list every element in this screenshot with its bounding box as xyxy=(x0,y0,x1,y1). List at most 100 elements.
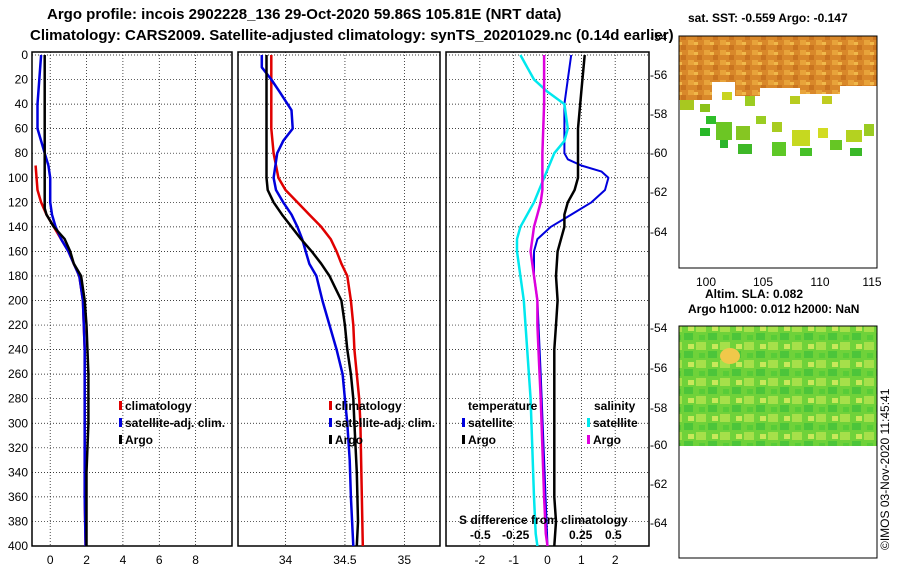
sal-diff-tick-0.25: 0.25 xyxy=(569,528,593,542)
series-sal-satellite-adj-clim xyxy=(260,55,355,546)
ytick-depth-400: 400 xyxy=(8,539,28,553)
difference-caption: S difference from climatology xyxy=(459,513,628,527)
svg-text:-54: -54 xyxy=(650,321,668,335)
svg-text:-56: -56 xyxy=(650,68,668,82)
ytick-depth-360: 360 xyxy=(8,490,28,504)
svg-text:-64: -64 xyxy=(650,225,668,239)
legend3-sal-argo-label: Argo xyxy=(593,433,621,447)
ytick-depth-40: 40 xyxy=(15,97,29,111)
svg-text:100: 100 xyxy=(696,275,716,289)
ytick-depth-80: 80 xyxy=(15,146,29,160)
xtick-sal-35: 35 xyxy=(398,553,412,567)
svg-text:-60: -60 xyxy=(650,438,668,452)
series-sal-climatology xyxy=(270,55,365,546)
series-sal-argo xyxy=(265,55,360,546)
legend3-sal-argo-swatch xyxy=(587,435,590,444)
series-diff-salinity-satellite xyxy=(515,54,570,546)
svg-text:-64: -64 xyxy=(650,516,668,530)
figure-title-line1: Argo profile: incois 2902228_136 29-Oct-… xyxy=(47,6,561,23)
ytick-depth-340: 340 xyxy=(8,465,28,479)
legend-climatology-swatch xyxy=(119,401,122,410)
sal-diff-tick-neg-0.5: -0.5 xyxy=(470,528,491,542)
legend-satellite-swatch xyxy=(119,418,122,427)
imos-credit: ©IMOS 03-Nov-2020 11:45:41 xyxy=(878,388,892,550)
legend3-temp-satellite-swatch xyxy=(462,418,465,427)
sla-map-yticks: -54 -56 -58 -60 -62 -64 xyxy=(650,321,668,530)
sst-map-yticks: -54 -56 -58 -60 -62 -64 xyxy=(650,30,668,239)
svg-text:110: 110 xyxy=(810,275,829,289)
legend3-temp-argo-swatch xyxy=(462,435,465,444)
difference-legend: temperature satellite Argo salinity sate… xyxy=(462,399,638,447)
sal-diff-tick-neg-0.25: -0.25 xyxy=(502,528,530,542)
legend3-temp-satellite-label: satellite xyxy=(468,416,513,430)
ytick-depth-140: 140 xyxy=(8,220,28,234)
legend2-argo-label: Argo xyxy=(335,433,363,447)
xtick-temp-6: 6 xyxy=(156,553,163,567)
ytick-depth-240: 240 xyxy=(8,343,28,357)
svg-text:-58: -58 xyxy=(650,401,668,415)
series-temp-satellite-adj-clim xyxy=(36,54,87,546)
sst-map-title: sat. SST: -0.559 Argo: -0.147 xyxy=(688,11,848,25)
svg-text:-56: -56 xyxy=(650,361,668,375)
xtick-temp-4: 4 xyxy=(120,553,127,567)
ytick-depth-0: 0 xyxy=(21,48,28,62)
xtick-temp-0: 0 xyxy=(47,553,54,567)
xtick-sal-34: 34 xyxy=(279,553,293,567)
legend2-satellite-label: satellite-adj. clim. xyxy=(335,416,435,430)
sst-map-warm-field xyxy=(679,36,877,100)
gridlines xyxy=(32,52,649,547)
legend2-argo-swatch xyxy=(329,435,332,444)
ytick-depth-280: 280 xyxy=(8,392,28,406)
legend-argo-label: Argo xyxy=(125,433,153,447)
legend-satellite-label: satellite-adj. clim. xyxy=(125,416,225,430)
legend-climatology-label: climatology xyxy=(125,399,192,413)
salinity-profile-lines xyxy=(260,55,365,546)
legend3-sal-satellite-label: satellite xyxy=(593,416,638,430)
salinity-panel-frame xyxy=(237,51,441,547)
svg-text:-62: -62 xyxy=(650,185,668,199)
sst-map-xticks: 100 105 110 115 xyxy=(696,275,882,289)
sla-map-frame xyxy=(678,325,878,559)
svg-text:-62: -62 xyxy=(650,477,668,491)
figure-title-line2: Climatology: CARS2009. Satellite-adjuste… xyxy=(30,27,674,44)
ytick-depth-120: 120 xyxy=(8,195,28,209)
svg-text:-54: -54 xyxy=(650,30,668,44)
sla-map-high-spot xyxy=(720,348,740,364)
legend3-temperature-heading: temperature xyxy=(468,399,538,413)
series-diff-temperature-argo xyxy=(553,54,586,546)
ytick-depth-60: 60 xyxy=(15,122,29,136)
xtick-diff-1: 1 xyxy=(578,553,585,567)
svg-text:-58: -58 xyxy=(650,107,668,121)
xtick-diff-0: 0 xyxy=(544,553,551,567)
ytick-depth-100: 100 xyxy=(8,171,28,185)
legend3-salinity-heading: salinity xyxy=(594,399,636,413)
ytick-depth-300: 300 xyxy=(8,416,28,430)
ytick-depth-160: 160 xyxy=(8,244,28,258)
ytick-depth-20: 20 xyxy=(15,73,29,87)
sla-map-title-line2: Argo h1000: 0.012 h2000: NaN xyxy=(688,302,859,316)
svg-text:105: 105 xyxy=(753,275,773,289)
legend2-climatology-label: climatology xyxy=(335,399,402,413)
sal-diff-tick-0.5: 0.5 xyxy=(605,528,622,542)
ytick-depth-180: 180 xyxy=(8,269,28,283)
axis-ticks: 0 2 4 6 802040608010012014016018020022024026… xyxy=(8,48,619,567)
sla-map-title-line1: Altim. SLA: 0.082 xyxy=(705,287,803,301)
legend3-sal-satellite-swatch xyxy=(587,418,590,427)
temperature-legend: climatology satellite-adj. clim. Argo xyxy=(119,399,225,447)
xtick-temp-8: 8 xyxy=(192,553,199,567)
temperature-panel-frame xyxy=(31,51,233,547)
ytick-depth-220: 220 xyxy=(8,318,28,332)
sla-map xyxy=(679,326,877,558)
ytick-depth-380: 380 xyxy=(8,514,28,528)
legend2-satellite-swatch xyxy=(329,418,332,427)
ytick-depth-260: 260 xyxy=(8,367,28,381)
xtick-sal-34-5: 34.5 xyxy=(333,553,357,567)
difference-profile-lines xyxy=(515,54,610,546)
sst-map-cold-patches xyxy=(680,92,874,156)
svg-text:115: 115 xyxy=(862,275,881,289)
sst-map xyxy=(679,36,877,268)
legend2-climatology-swatch xyxy=(329,401,332,410)
salinity-legend: climatology satellite-adj. clim. Argo xyxy=(329,399,435,447)
xtick-diff-2: -2 xyxy=(474,553,485,567)
svg-text:-60: -60 xyxy=(650,146,668,160)
